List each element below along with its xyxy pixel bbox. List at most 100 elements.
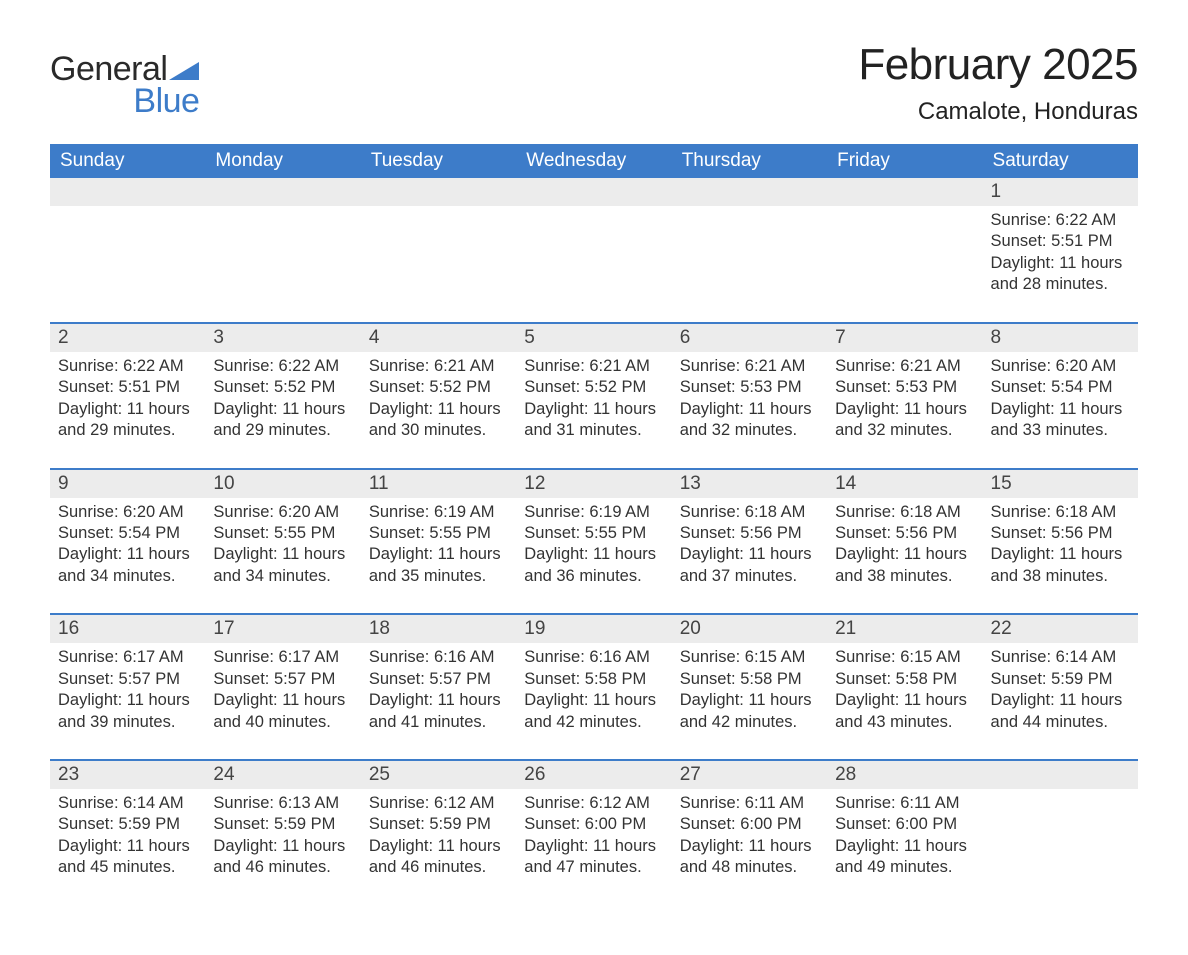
week-content-row: Sunrise: 6:14 AMSunset: 5:59 PM Daylight:… <box>50 789 1138 905</box>
calendar-body: 1 Sunrise: 6:22 AMSunset: 5:51 PMDayligh… <box>50 178 1138 905</box>
daylight-text: Daylight: 11 hours and 29 minutes. <box>58 399 197 442</box>
daylight-text: Daylight: 11 hours and 35 minutes. <box>369 544 508 587</box>
sunset-text: Sunset: 5:56 PM <box>835 523 974 544</box>
sunset-text: Sunset: 5:57 PM <box>213 669 352 690</box>
day-cell: Sunrise: 6:11 AMSunset: 6:00 PMDaylight:… <box>672 789 827 905</box>
sunset-text: Sunset: 5:55 PM <box>524 523 663 544</box>
empty-day-number <box>361 178 516 206</box>
daylight-text: Daylight: 11 hours and 39 minutes. <box>58 690 197 733</box>
sunset-text: Sunset: 5:55 PM <box>369 523 508 544</box>
weekday-header: Tuesday <box>361 144 516 178</box>
sunrise-text: Sunrise: 6:14 AM <box>991 647 1130 668</box>
day-cell: Sunrise: 6:21 AMSunset: 5:52 PMDaylight:… <box>361 352 516 469</box>
sunrise-text: Sunrise: 6:21 AM <box>369 356 508 377</box>
empty-day-cell <box>672 206 827 323</box>
day-cell: Sunrise: 6:17 AMSunset: 5:57 PMDaylight:… <box>50 643 205 760</box>
sunset-text: Sunset: 5:59 PM <box>58 814 197 835</box>
sunset-text: Sunset: 6:00 PM <box>680 814 819 835</box>
daylight-text: Daylight: 11 hours and 34 minutes. <box>58 544 197 587</box>
day-cell: Sunrise: 6:19 AMSunset: 5:55 PMDaylight:… <box>361 498 516 615</box>
empty-day-number <box>827 178 982 206</box>
day-cell: Sunrise: 6:16 AMSunset: 5:58 PMDaylight:… <box>516 643 671 760</box>
location-label: Camalote, Honduras <box>858 98 1138 126</box>
sunrise-text: Sunrise: 6:14 AM <box>58 793 197 814</box>
flag-icon <box>169 52 199 86</box>
day-cell: Sunrise: 6:13 AMSunset: 5:59 PMDaylight:… <box>205 789 360 905</box>
weekday-header: Sunday <box>50 144 205 178</box>
empty-day-number <box>672 178 827 206</box>
sunrise-text: Sunrise: 6:19 AM <box>524 502 663 523</box>
week-number-row: 16171819202122 <box>50 614 1138 643</box>
day-number: 7 <box>827 323 982 352</box>
sunrise-text: Sunrise: 6:19 AM <box>369 502 508 523</box>
sunset-text: Sunset: 5:51 PM <box>58 377 197 398</box>
daylight-text: Daylight: 11 hours and 37 minutes. <box>680 544 819 587</box>
day-cell: Sunrise: 6:11 AMSunset: 6:00 PMDaylight:… <box>827 789 982 905</box>
week-content-row: Sunrise: 6:17 AM Sunset: 5:57 PM Daylight:… <box>50 643 1138 760</box>
daylight-text: Daylight: 11 hours and 33 minutes. <box>991 399 1130 442</box>
weekday-header-row: Sunday Monday Tuesday Wednesday Thursday… <box>50 144 1138 178</box>
day-number: 8 <box>983 323 1138 352</box>
sunset-text: Sunset: 5:53 PM <box>835 377 974 398</box>
day-cell: Sunrise: 6:14 AMSunset: 5:59 PMDaylight:… <box>50 789 205 905</box>
sunset-text: Sunset: 5:56 PM <box>991 523 1130 544</box>
empty-day-number <box>516 178 671 206</box>
day-cell: Sunrise: 6:21 AMSunset: 5:52 PMDaylight:… <box>516 352 671 469</box>
daylight-text: Daylight: 11 hours and 46 minutes. <box>369 836 508 879</box>
empty-day-cell <box>361 206 516 323</box>
sunrise-text: Sunrise: 6:11 AM <box>835 793 974 814</box>
sunrise-text: Sunrise: 6:21 AM <box>680 356 819 377</box>
sunset-text: Sunset: 5:55 PM <box>213 523 352 544</box>
title-block: February 2025 Camalote, Honduras <box>858 40 1138 140</box>
sunset-text: Sunset: 5:54 PM <box>991 377 1130 398</box>
sunrise-text: Sunrise: 6:22 AM <box>58 356 197 377</box>
day-cell: Sunrise: 6:22 AMSunset: 5:51 PMDaylight:… <box>50 352 205 469</box>
month-title: February 2025 <box>858 40 1138 90</box>
day-number: 20 <box>672 614 827 643</box>
day-cell: Sunrise: 6:21 AMSunset: 5:53 PMDaylight:… <box>672 352 827 469</box>
day-cell: Sunrise: 6:14 AMSunset: 5:59 PMDaylight:… <box>983 643 1138 760</box>
daylight-text: Daylight: 11 hours and 36 minutes. <box>524 544 663 587</box>
daylight-text: Daylight: 11 hours and 32 minutes. <box>680 399 819 442</box>
daylight-text: Daylight: 11 hours and 43 minutes. <box>835 690 974 733</box>
weekday-header: Wednesday <box>516 144 671 178</box>
sunrise-text: Sunrise: 6:21 AM <box>835 356 974 377</box>
sunset-text: Sunset: 5:59 PM <box>991 669 1130 690</box>
day-cell: Sunrise: 6:19 AMSunset: 5:55 PMDaylight:… <box>516 498 671 615</box>
daylight-text: Daylight: 11 hours and 38 minutes. <box>835 544 974 587</box>
sunrise-text: Sunrise: 6:15 AM <box>680 647 819 668</box>
sunset-text: Sunset: 5:58 PM <box>524 669 663 690</box>
week-number-row: 232425262728 <box>50 760 1138 789</box>
day-cell: Sunrise: 6:18 AMSunset: 5:56 PMDaylight:… <box>827 498 982 615</box>
day-cell: Sunrise: 6:20 AMSunset: 5:54 PMDaylight:… <box>50 498 205 615</box>
day-cell: Sunrise: 6:20 AMSunset: 5:54 PMDaylight:… <box>983 352 1138 469</box>
daylight-text: Daylight: 11 hours and 32 minutes. <box>835 399 974 442</box>
day-number: 26 <box>516 760 671 789</box>
daylight-text: Daylight: 11 hours and 47 minutes. <box>524 836 663 879</box>
daylight-text: Daylight: 11 hours and 41 minutes. <box>369 690 508 733</box>
sunrise-text: Sunrise: 6:12 AM <box>369 793 508 814</box>
day-number: 9 <box>50 469 205 498</box>
day-number: 1 <box>983 178 1138 206</box>
day-number: 23 <box>50 760 205 789</box>
day-number: 10 <box>205 469 360 498</box>
daylight-text: Daylight: 11 hours and 48 minutes. <box>680 836 819 879</box>
day-cell: Sunrise: 6:20 AMSunset: 5:55 PMDaylight:… <box>205 498 360 615</box>
day-number: 11 <box>361 469 516 498</box>
daylight-text: Daylight: 11 hours and 49 minutes. <box>835 836 974 879</box>
empty-day-cell <box>827 206 982 323</box>
empty-day-cell <box>205 206 360 323</box>
empty-day-cell <box>516 206 671 323</box>
week-content-row: Sunrise: 6:20 AMSunset: 5:54 PMDaylight:… <box>50 498 1138 615</box>
week-number-row: 1 <box>50 178 1138 206</box>
day-number: 12 <box>516 469 671 498</box>
day-number: 5 <box>516 323 671 352</box>
sunrise-text: Sunrise: 6:17 AM <box>58 647 197 668</box>
calendar-table: Sunday Monday Tuesday Wednesday Thursday… <box>50 144 1138 905</box>
day-number: 15 <box>983 469 1138 498</box>
sunrise-text: Sunrise: 6:13 AM <box>213 793 352 814</box>
day-number: 27 <box>672 760 827 789</box>
sunset-text: Sunset: 5:56 PM <box>680 523 819 544</box>
calendar-page: General Blue February 2025 Camalote, Hon… <box>0 0 1188 955</box>
day-number: 13 <box>672 469 827 498</box>
